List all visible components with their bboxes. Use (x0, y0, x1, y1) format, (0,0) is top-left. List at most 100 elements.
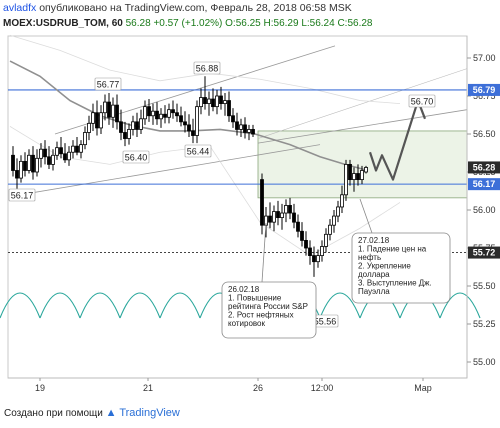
candle[interactable] (171, 100, 175, 119)
candle[interactable] (31, 146, 35, 180)
candle[interactable] (364, 165, 368, 174)
candle[interactable] (111, 97, 115, 128)
candle-body (179, 115, 183, 123)
candle[interactable] (332, 210, 336, 233)
candle[interactable] (167, 103, 171, 124)
candle[interactable] (123, 121, 127, 147)
candle[interactable] (324, 228, 328, 253)
candle[interactable] (304, 231, 308, 256)
candle[interactable] (147, 99, 151, 122)
candle[interactable] (231, 108, 235, 128)
candle[interactable] (239, 118, 243, 138)
candle[interactable] (251, 124, 255, 138)
candle[interactable] (155, 102, 159, 125)
candle[interactable] (260, 173, 264, 235)
candle-body (268, 215, 272, 223)
candle[interactable] (15, 158, 19, 189)
candle[interactable] (27, 149, 31, 174)
candle[interactable] (83, 126, 87, 150)
candle[interactable] (328, 219, 332, 241)
candle[interactable] (211, 88, 215, 112)
candle[interactable] (235, 112, 239, 136)
candle[interactable] (103, 94, 107, 121)
candle[interactable] (43, 140, 47, 165)
author-link[interactable]: avladfx (3, 2, 37, 14)
candle[interactable] (243, 117, 247, 139)
candle[interactable] (79, 140, 83, 159)
candle[interactable] (296, 214, 300, 238)
candle[interactable] (195, 100, 199, 144)
candle-body (163, 113, 167, 118)
candle[interactable] (47, 146, 51, 169)
candle[interactable] (247, 124, 251, 141)
candle[interactable] (360, 165, 364, 185)
candle[interactable] (356, 164, 360, 186)
candle[interactable] (316, 249, 320, 268)
candle[interactable] (127, 123, 131, 145)
candle[interactable] (179, 106, 183, 127)
candle[interactable] (272, 205, 276, 232)
candle[interactable] (284, 199, 288, 223)
candle[interactable] (35, 149, 39, 177)
candle[interactable] (99, 105, 103, 134)
candle[interactable] (151, 103, 155, 125)
candle[interactable] (292, 203, 296, 229)
candle[interactable] (163, 105, 167, 124)
candle[interactable] (139, 109, 143, 134)
candle[interactable] (280, 203, 284, 230)
candle[interactable] (143, 100, 147, 125)
candle[interactable] (312, 246, 316, 277)
y-tick-label: 55.25 (473, 319, 496, 329)
candle[interactable] (23, 152, 27, 177)
candle[interactable] (75, 137, 79, 156)
candle[interactable] (191, 118, 195, 144)
candle[interactable] (55, 141, 59, 160)
candle[interactable] (219, 86, 223, 110)
candle[interactable] (320, 240, 324, 262)
candle[interactable] (119, 109, 123, 141)
candle-body (199, 97, 203, 108)
candle[interactable] (300, 222, 304, 247)
tradingview-brand[interactable]: TradingView (119, 407, 180, 419)
candle[interactable] (340, 185, 344, 214)
candle[interactable] (87, 115, 91, 141)
candle[interactable] (131, 115, 135, 136)
candle[interactable] (63, 143, 67, 163)
candle[interactable] (207, 91, 211, 116)
candle[interactable] (39, 143, 43, 168)
candle[interactable] (344, 159, 348, 201)
candle[interactable] (215, 89, 219, 115)
candle[interactable] (159, 108, 163, 128)
candle[interactable] (227, 91, 231, 122)
tradingview-logo-icon[interactable]: ▲ (105, 407, 117, 419)
candle-body (95, 112, 99, 129)
candle[interactable] (135, 112, 139, 138)
candle[interactable] (199, 88, 203, 115)
candle[interactable] (67, 146, 71, 166)
candle[interactable] (115, 94, 119, 130)
candle[interactable] (268, 202, 272, 229)
candle[interactable] (187, 114, 191, 138)
candle[interactable] (308, 240, 312, 265)
candle[interactable] (276, 200, 280, 226)
candle[interactable] (183, 111, 187, 133)
candle[interactable] (71, 140, 75, 159)
candle[interactable] (59, 137, 63, 159)
candle[interactable] (51, 149, 55, 171)
candle[interactable] (91, 103, 95, 131)
candle[interactable] (19, 155, 23, 183)
candle[interactable] (203, 76, 207, 110)
candle[interactable] (95, 100, 99, 136)
candle[interactable] (348, 159, 352, 186)
candle[interactable] (175, 103, 179, 122)
candle[interactable] (107, 92, 111, 125)
candle[interactable] (336, 200, 340, 223)
candle-body (71, 145, 75, 153)
price-chart[interactable]: 56.77 56.88 56.40 56.44 56.17 55.56 56.70 26.02… (0, 0, 500, 402)
candle[interactable] (11, 146, 15, 177)
candle[interactable] (352, 167, 356, 192)
candle[interactable] (223, 92, 227, 116)
candle[interactable] (288, 197, 292, 220)
